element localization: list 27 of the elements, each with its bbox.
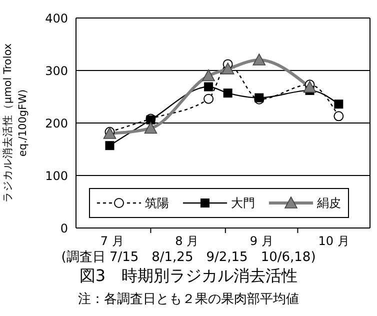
y-axis-title: ラジカル消去活性（μmol Trolox eq./100gFW) [1, 42, 30, 205]
point [334, 100, 344, 109]
x-axis-title: (調査日 7/15 8/1,25 9/2,15 10/6,18) [60, 249, 317, 266]
x-tick-label: 10 月 [318, 234, 350, 248]
y-tick-label: 200 [45, 116, 68, 130]
x-tick-label: 7 月 [100, 234, 124, 248]
point [204, 82, 214, 92]
y-tick-label: 100 [45, 168, 68, 183]
y-tick-label: 400 [45, 11, 68, 26]
y-tick-label: 0 [60, 221, 68, 236]
point [202, 69, 215, 82]
point [144, 122, 158, 134]
point [221, 62, 234, 74]
point [252, 54, 266, 66]
y-tick-label: 300 [45, 64, 68, 78]
x-tick-label: 8 月 [175, 234, 199, 248]
legend-label: 大門 [230, 194, 255, 212]
point [105, 141, 114, 150]
text: 図3 時期別ラジカル消去活性 [78, 266, 299, 287]
point [223, 88, 232, 98]
x-tick-label: 9 月 [250, 234, 274, 248]
legend-label: 筑陽 [144, 194, 169, 212]
point [204, 94, 214, 104]
legend-label: 絹皮 [316, 194, 341, 212]
point [334, 111, 344, 122]
text: 注：各調査日とも２果の果肉部平均値 [77, 291, 300, 308]
point [303, 80, 316, 93]
